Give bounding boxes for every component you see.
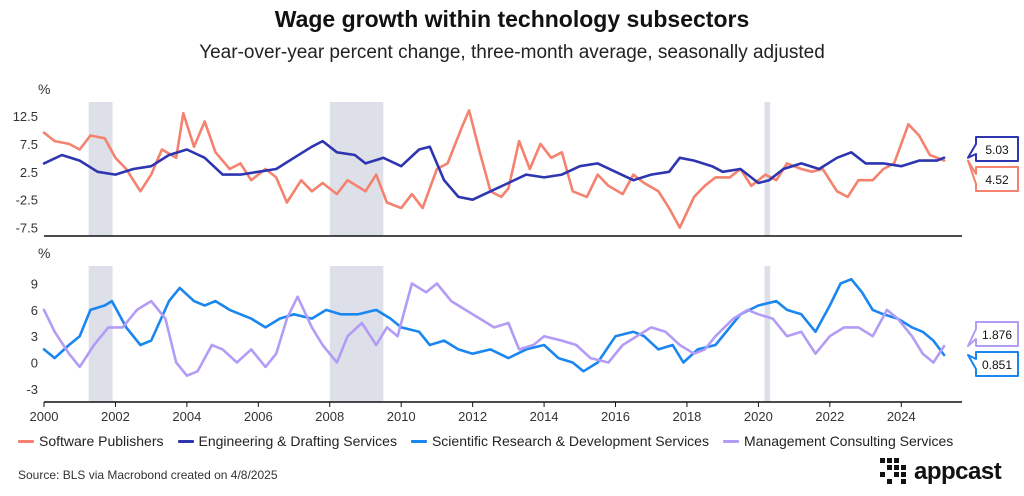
end-value-label: 4.52 [985, 173, 1009, 187]
x-tick-label: 2012 [458, 409, 487, 424]
x-tick-label: 2016 [601, 409, 630, 424]
legend-item-engineering[interactable]: Engineering & Drafting Services [177, 433, 397, 449]
legend-swatch [18, 439, 34, 443]
legend-swatch [410, 439, 427, 443]
series-line [42, 277, 946, 373]
y-tick-label: -7.5 [16, 221, 38, 236]
legend-swatch [722, 439, 739, 443]
end-value-label: 1.876 [982, 328, 1012, 342]
legend-label: Software Publishers [39, 433, 164, 449]
source-note: Source: BLS via Macrobond created on 4/8… [18, 468, 278, 482]
x-tick-label: 2022 [815, 409, 844, 424]
recession-band [329, 102, 384, 236]
legend-swatch [177, 439, 194, 443]
series-line [42, 282, 946, 377]
x-tick-label: 2002 [101, 409, 130, 424]
legend-label: Scientific Research & Development Servic… [431, 433, 709, 449]
series-line [42, 139, 946, 201]
legend: Software Publishers Engineering & Drafti… [18, 433, 953, 449]
end-value-flag [967, 321, 1019, 348]
y-tick-label: -3 [26, 382, 38, 397]
y-tick-label: 9 [31, 277, 38, 292]
y-tick-label: 2.5 [20, 165, 38, 180]
appcast-grid-icon [880, 458, 906, 484]
legend-label: Engineering & Drafting Services [198, 433, 397, 449]
end-value-label: 5.03 [985, 143, 1009, 157]
y-axis-unit: % [38, 81, 50, 97]
recession-band [88, 266, 113, 402]
chart-subtitle: Year-over-year percent change, three-mon… [199, 42, 825, 63]
x-tick-label: 2008 [315, 409, 344, 424]
legend-item-management[interactable]: Management Consulting Services [722, 433, 954, 449]
series-line [42, 109, 946, 229]
x-tick-label: 2000 [30, 409, 59, 424]
x-tick-label: 2010 [387, 409, 416, 424]
recession-band [764, 102, 771, 236]
chart-title: Wage growth within technology subsectors [274, 6, 750, 32]
x-tick-label: 2020 [744, 409, 773, 424]
x-tick-label: 2006 [244, 409, 273, 424]
x-tick-label: 2024 [887, 409, 916, 424]
y-axis-unit: % [38, 245, 50, 261]
y-tick-label: -2.5 [16, 193, 38, 208]
legend-item-scientific[interactable]: Scientific Research & Development Servic… [410, 433, 709, 449]
legend-item-software[interactable]: Software Publishers [18, 433, 164, 449]
y-tick-label: 3 [31, 329, 38, 344]
end-value-label: 0.851 [982, 358, 1012, 372]
end-value-flag [967, 159, 1019, 192]
recession-band [764, 266, 771, 402]
recession-band [329, 266, 384, 402]
legend-label: Management Consulting Services [743, 433, 954, 449]
end-value-flag [967, 351, 1019, 377]
y-tick-label: 12.5 [13, 109, 38, 124]
end-value-flag [967, 136, 1019, 162]
y-tick-label: 0 [31, 356, 38, 371]
appcast-logo: appcast [880, 458, 1002, 486]
x-tick-label: 2018 [672, 409, 701, 424]
y-tick-label: 7.5 [20, 137, 38, 152]
x-tick-label: 2004 [172, 409, 201, 424]
logo-text: appcast [914, 458, 1002, 485]
y-tick-label: 6 [31, 303, 38, 318]
x-tick-label: 2014 [530, 409, 559, 424]
